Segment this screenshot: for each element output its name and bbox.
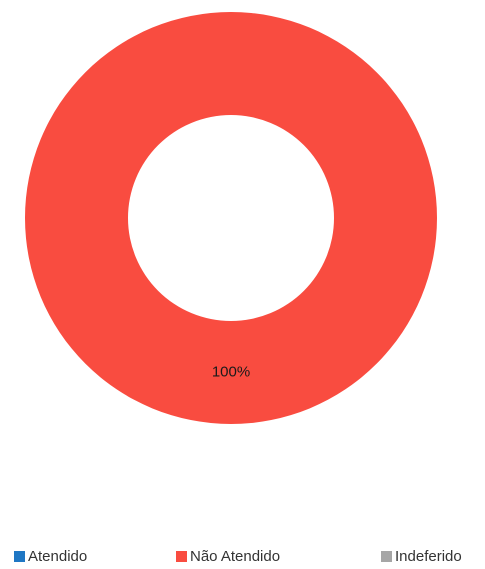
donut-chart: 100% (25, 12, 437, 424)
slice-nao-atendido (25, 12, 437, 424)
legend-swatch-nao-atendido (176, 551, 187, 562)
legend-item-indeferido: Indeferido (381, 548, 462, 565)
chart-legend: Atendido Não Atendido Indeferido (0, 548, 485, 568)
legend-item-nao-atendido: Não Atendido (176, 548, 280, 565)
legend-label-indeferido: Indeferido (395, 548, 462, 565)
donut-slices (25, 12, 437, 424)
legend-swatch-indeferido (381, 551, 392, 562)
legend-item-atendido: Atendido (14, 548, 87, 565)
data-label-nao-atendido: 100% (212, 363, 250, 380)
legend-swatch-atendido (14, 551, 25, 562)
legend-label-atendido: Atendido (28, 548, 88, 565)
donut-labels: 100% (212, 363, 250, 380)
legend-label-nao-atendido: Não Atendido (190, 548, 281, 565)
